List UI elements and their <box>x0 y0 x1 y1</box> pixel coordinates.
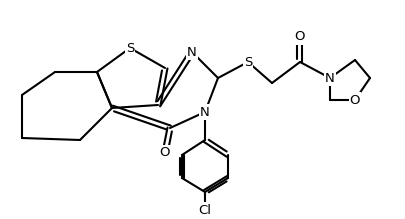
Text: O: O <box>294 30 305 44</box>
Text: N: N <box>200 106 209 118</box>
Text: N: N <box>324 71 334 85</box>
Text: Cl: Cl <box>198 203 211 217</box>
Text: N: N <box>187 46 196 58</box>
Text: S: S <box>243 55 252 69</box>
Text: O: O <box>349 94 359 106</box>
Text: S: S <box>126 41 134 55</box>
Text: O: O <box>159 147 170 159</box>
